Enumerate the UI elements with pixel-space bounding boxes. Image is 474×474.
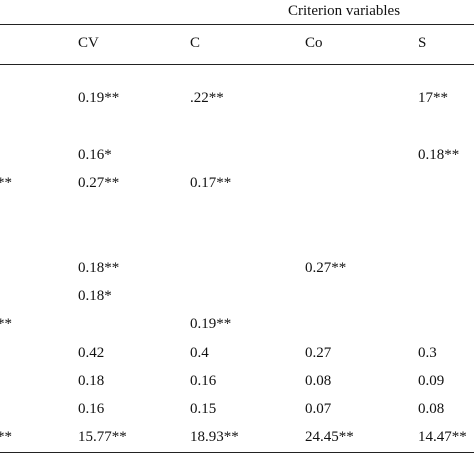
table-cell: 0.4 xyxy=(190,345,209,361)
table-cell: ** xyxy=(0,175,12,191)
table-cell: 0.19** xyxy=(78,90,120,106)
table-cell: 0.19** xyxy=(190,316,232,332)
table-cell: 17** xyxy=(418,90,448,106)
table-cell: 0.17** xyxy=(190,175,232,191)
column-header-cv: CV xyxy=(78,35,99,51)
table-cell: .22** xyxy=(190,90,224,106)
table-cell: 0.18 xyxy=(78,373,105,389)
column-header-c: C xyxy=(190,35,201,51)
table-cell: 0.27** xyxy=(78,175,120,191)
table-cell: 0.16 xyxy=(190,373,217,389)
table-cell: ** xyxy=(0,316,12,332)
table-cell: 0.16 xyxy=(78,401,105,417)
column-header-s: S xyxy=(418,35,427,51)
table-cell: 18.93** xyxy=(190,429,239,445)
table-cell: 0.16* xyxy=(78,147,112,163)
table-cell: 3** xyxy=(0,429,12,445)
criterion-variables-header: Criterion variables xyxy=(288,3,401,19)
table-cell: 0.15 xyxy=(190,401,217,417)
table-cell: 14.47** xyxy=(418,429,467,445)
table-cell: 0.07 xyxy=(305,401,332,417)
table-cell: 0.27 xyxy=(305,345,332,361)
table-cell: 0.18** xyxy=(418,147,460,163)
table-cell: 0.18* xyxy=(78,288,112,304)
table-cell: 0.08 xyxy=(418,401,445,417)
table-cell: 24.45** xyxy=(305,429,354,445)
table-cell: 0.27** xyxy=(305,260,347,276)
table-cell: 0.42 xyxy=(78,345,105,361)
table-cell: 0.3 xyxy=(418,345,437,361)
table-cell: 0.18** xyxy=(78,260,120,276)
table-cell: 0.09 xyxy=(418,373,445,389)
column-header-rule xyxy=(0,64,474,65)
table-cell: 15.77** xyxy=(78,429,127,445)
table-cell: 0.08 xyxy=(305,373,332,389)
table-bottom-rule xyxy=(0,452,474,453)
header-rule xyxy=(0,24,474,25)
column-header-co: Co xyxy=(305,35,323,51)
